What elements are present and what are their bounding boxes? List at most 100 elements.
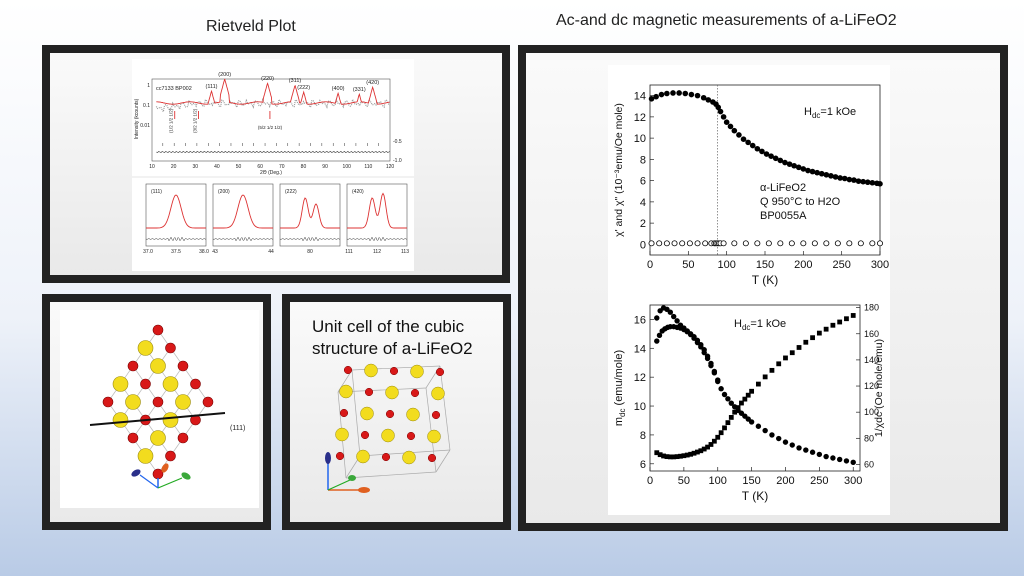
mdc-zfc-point [721,391,728,398]
chi-x-tick: 300 [871,259,889,271]
rietveld-peak-label: (400) [332,86,345,92]
chi-field-annotation: Hdc=1 kOe [804,106,856,120]
mdc-zfc-point [789,442,795,448]
chi-double-prime-point [694,240,701,247]
mdc-zfc-point [850,459,856,466]
metal-atom [335,427,349,442]
oxygen-atom [152,396,164,408]
axis-arrowhead-z [325,452,331,464]
inv-chi-point [684,452,690,458]
chi-prime-point [846,176,853,183]
inset-x-tick: 113 [401,249,409,255]
chi-prime-point [777,157,784,164]
chi-prime-point [731,127,738,134]
inv-chi-point [837,319,843,325]
inset-x-tick: 44 [268,249,274,255]
oxygen-atom [410,388,420,398]
chi-prime-point [723,119,730,125]
plane-111-label: (111) [230,425,245,432]
metal-atom [410,364,424,379]
inv-chi-point [850,313,856,318]
metal-atom [137,448,154,464]
chi-prime-point [754,145,761,152]
mdc-xlabel: T (K) [742,489,768,503]
inset-x-tick: 80 [307,249,313,255]
chi-double-prime-point [765,240,772,247]
rietveld-difference-curve [156,151,391,153]
chi-prime-point [869,179,876,186]
rietveld-panel: (111) (200) (220) (311) (222) (400) (331) (420)… [42,45,510,283]
metal-atom [339,384,353,399]
mdc-y-tick: 14 [634,343,646,355]
chi-double-prime-point [686,240,693,247]
inv-chi-point [823,326,829,332]
mdc-zfc-point [725,396,731,402]
rietveld-x-tick: 50 [236,164,242,170]
mdc-zfc-point [816,451,823,458]
chi-prime-point [749,142,756,149]
inset-x-tick: 43 [212,249,218,255]
chi-double-prime-point [742,240,749,247]
metal-atom [427,429,441,444]
mdc-zfc-point [823,453,829,460]
rietveld-y-tick: 0.1 [143,103,150,109]
oxygen-atom [360,430,370,440]
chi-prime-point [791,162,797,169]
inset-difference-curve [145,236,207,242]
mdc-fc-point [691,334,697,340]
inv-chi-ylabel: 1/χdc (Oe mole/emu) [873,339,885,437]
rietveld-peak-label: (200) [218,72,231,78]
inv-chi-point [678,453,683,459]
chi-double-prime-point [846,240,853,247]
inv-chi-point [745,392,751,398]
oxygen-atom [177,432,189,444]
chi-prime-point [768,153,774,159]
mdc-zfc-point [755,423,762,429]
chi-y-tick: 0 [640,239,646,251]
inset-calculated-profile [280,197,340,229]
chi-double-prime-point [671,240,678,247]
rietveld-y-tick: 1 [147,83,150,89]
chi-prime-point [855,178,862,184]
metal-atom [162,376,179,392]
chi-double-prime-point [834,240,841,247]
chi-double-prime-point [663,240,670,247]
mdc-x-tick: 150 [742,475,760,487]
axis-arrowhead-c [161,463,169,473]
oxygen-atom [335,451,345,461]
oxygen-atom [152,324,164,336]
rietveld-x-tick: 10 [149,164,155,170]
oxygen-atom [190,378,201,390]
inv-chi-point [698,448,704,454]
chi-prime-point [682,90,689,97]
chi-double-prime-point [777,240,784,247]
inv-chi-point [691,450,697,456]
inv-chi-y-tick: 160 [864,329,879,339]
chi-prime-point [736,132,742,138]
rietveld-peak-label: (220) [261,76,274,82]
inv-chi-point [674,454,680,460]
metal-atom [364,363,378,378]
inv-chi-point [718,430,724,436]
oxygen-atom [435,367,445,377]
mdc-zfc-point [728,400,734,406]
mdc-zfc-point [782,439,789,445]
chi-double-prime-point [679,240,686,247]
oxygen-atom [427,453,437,463]
chi-prime-point [877,181,883,187]
chi-double-prime-point [702,240,709,247]
inv-chi-point [728,415,734,420]
inset-difference-curve [279,236,341,242]
chi-prime-point [700,94,707,101]
rietveld-x-tick: 70 [279,164,285,170]
rietveld-inset-frame [346,183,408,247]
inset-x-tick: 112 [373,249,381,255]
inset-calculated-profile [146,194,206,229]
inv-chi-y-tick: 140 [864,355,879,365]
chi-y-tick: 14 [634,91,646,103]
cell-edge [435,449,451,473]
mdc-y-tick: 12 [634,372,646,384]
inset-calculated-profile [347,192,407,229]
inv-chi-point [667,454,673,460]
chi-prime-point [795,164,802,171]
